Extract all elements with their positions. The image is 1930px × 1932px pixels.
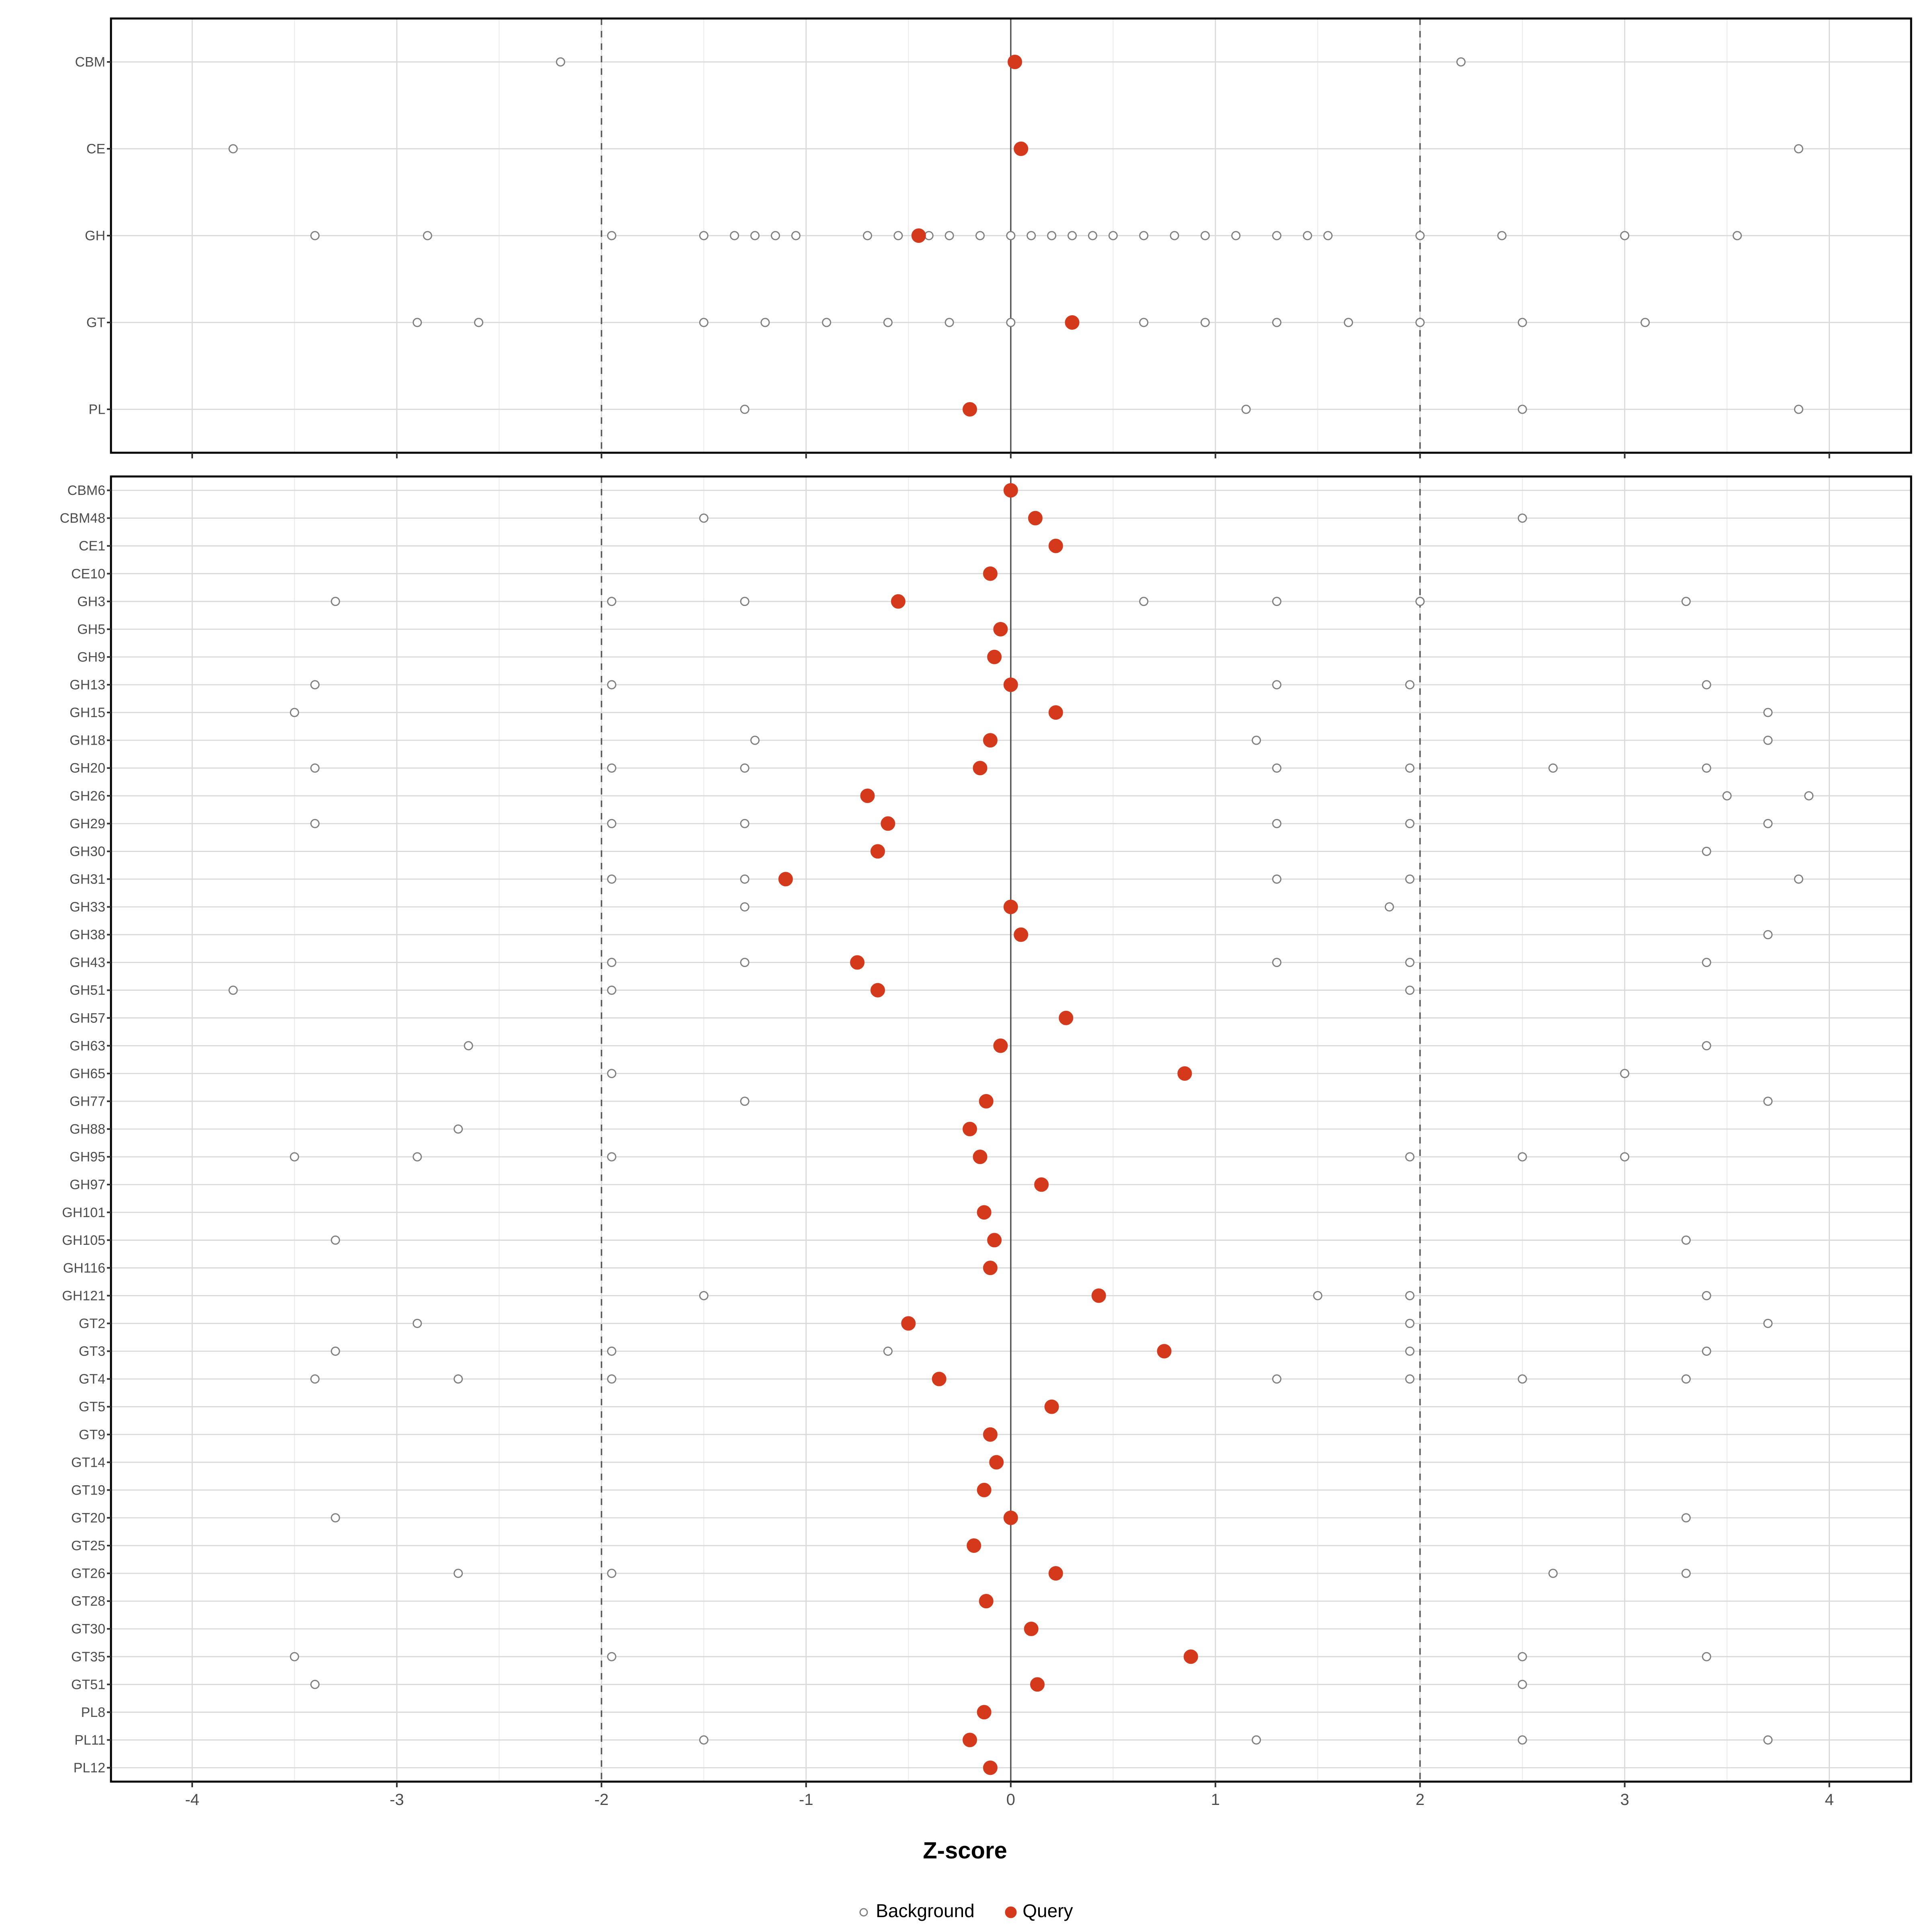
svg-text:GT14: GT14 [71, 1455, 105, 1470]
svg-text:GH3: GH3 [77, 594, 105, 609]
svg-text:0: 0 [1006, 1791, 1015, 1809]
svg-text:-4: -4 [185, 1791, 199, 1809]
svg-text:GH38: GH38 [70, 927, 105, 942]
svg-text:GH101: GH101 [62, 1205, 105, 1220]
svg-text:GH97: GH97 [70, 1177, 105, 1193]
svg-text:GH105: GH105 [62, 1233, 105, 1248]
svg-text:GH43: GH43 [70, 955, 105, 970]
svg-text:-2: -2 [594, 1791, 609, 1809]
svg-text:GH: GH [85, 228, 105, 244]
svg-text:GH95: GH95 [70, 1150, 105, 1165]
svg-text:PL11: PL11 [74, 1733, 105, 1748]
svg-text:GH77: GH77 [70, 1094, 105, 1109]
svg-text:GH29: GH29 [70, 816, 105, 832]
svg-text:GT5: GT5 [79, 1399, 105, 1415]
svg-text:GT: GT [86, 315, 105, 331]
svg-text:GH33: GH33 [70, 899, 105, 915]
svg-text:2: 2 [1416, 1791, 1425, 1809]
svg-text:GH63: GH63 [70, 1038, 105, 1053]
svg-text:GT2: GT2 [79, 1316, 105, 1331]
svg-text:1: 1 [1211, 1791, 1220, 1809]
svg-text:GT26: GT26 [71, 1566, 105, 1581]
svg-text:GH65: GH65 [70, 1066, 105, 1081]
svg-text:GH57: GH57 [70, 1010, 105, 1026]
svg-text:GH9: GH9 [77, 650, 105, 665]
svg-text:4: 4 [1825, 1791, 1834, 1809]
svg-text:GH51: GH51 [70, 983, 105, 998]
svg-text:GH13: GH13 [70, 678, 105, 693]
svg-text:GT20: GT20 [71, 1511, 105, 1526]
svg-text:GT3: GT3 [79, 1344, 105, 1359]
svg-text:GH15: GH15 [70, 705, 105, 721]
svg-text:GT35: GT35 [71, 1649, 105, 1665]
svg-text:GT4: GT4 [79, 1371, 105, 1387]
svg-text:GH116: GH116 [63, 1261, 105, 1276]
svg-text:PL12: PL12 [74, 1760, 105, 1776]
svg-text:GH121: GH121 [62, 1288, 105, 1304]
svg-text:PL: PL [88, 402, 105, 417]
svg-text:GH30: GH30 [70, 844, 105, 859]
svg-text:CBM: CBM [75, 55, 105, 70]
svg-text:GH18: GH18 [70, 733, 105, 748]
svg-text:-3: -3 [390, 1791, 404, 1809]
svg-text:GT19: GT19 [71, 1482, 105, 1498]
svg-text:PL8: PL8 [81, 1705, 106, 1720]
svg-text:GH5: GH5 [77, 622, 105, 637]
svg-text:GT25: GT25 [71, 1538, 105, 1554]
svg-text:GT9: GT9 [79, 1427, 105, 1442]
svg-text:GH26: GH26 [70, 788, 105, 804]
svg-text:CBM48: CBM48 [60, 511, 105, 526]
svg-text:CBM6: CBM6 [68, 483, 105, 498]
svg-text:GH88: GH88 [70, 1122, 105, 1137]
svg-text:GT30: GT30 [71, 1622, 105, 1637]
svg-text:GT28: GT28 [71, 1594, 105, 1609]
svg-text:3: 3 [1620, 1791, 1629, 1809]
svg-text:CE1: CE1 [79, 538, 105, 554]
svg-text:GH20: GH20 [70, 761, 105, 776]
svg-text:-1: -1 [799, 1791, 813, 1809]
svg-text:GT51: GT51 [71, 1677, 105, 1692]
svg-text:CE10: CE10 [71, 566, 105, 581]
svg-text:CE: CE [86, 142, 105, 157]
svg-text:GH31: GH31 [70, 872, 105, 887]
